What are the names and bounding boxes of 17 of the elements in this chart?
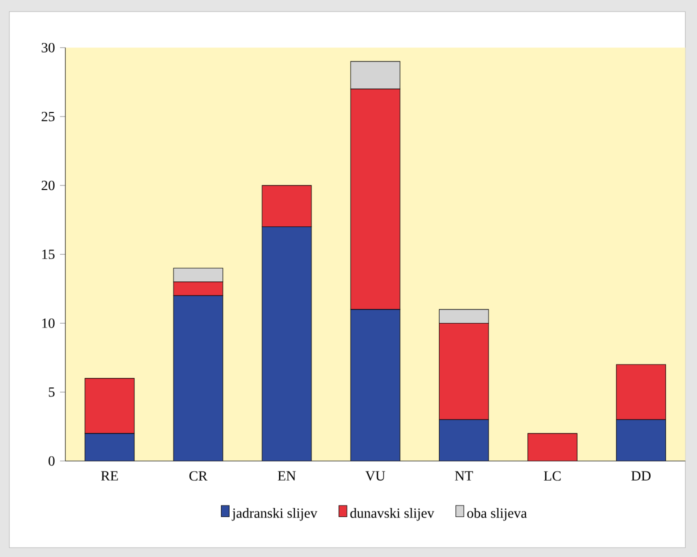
x-tick-label: CR — [189, 471, 208, 481]
legend-label: oba slijeva — [467, 508, 527, 521]
y-tick-label: 5 — [48, 387, 55, 397]
y-tick-label: 10 — [42, 318, 55, 328]
x-tick-label: VU — [365, 471, 386, 481]
y-tick-label: 20 — [42, 180, 55, 190]
x-tick-label: LC — [544, 471, 561, 481]
x-tick-label: DD — [631, 471, 651, 480]
x-tick-label: EN — [278, 471, 296, 480]
y-tick-label: 30 — [42, 42, 55, 52]
x-tick-label: NT — [454, 471, 473, 480]
x-tick-label: RE — [101, 471, 118, 480]
legend-label: dunavski slijev — [350, 508, 434, 521]
legend-label: jadranski slijev — [232, 508, 318, 521]
y-tick-label: 25 — [42, 112, 55, 122]
y-tick-label: 0 — [48, 456, 55, 466]
y-tick-label: 15 — [42, 250, 55, 260]
